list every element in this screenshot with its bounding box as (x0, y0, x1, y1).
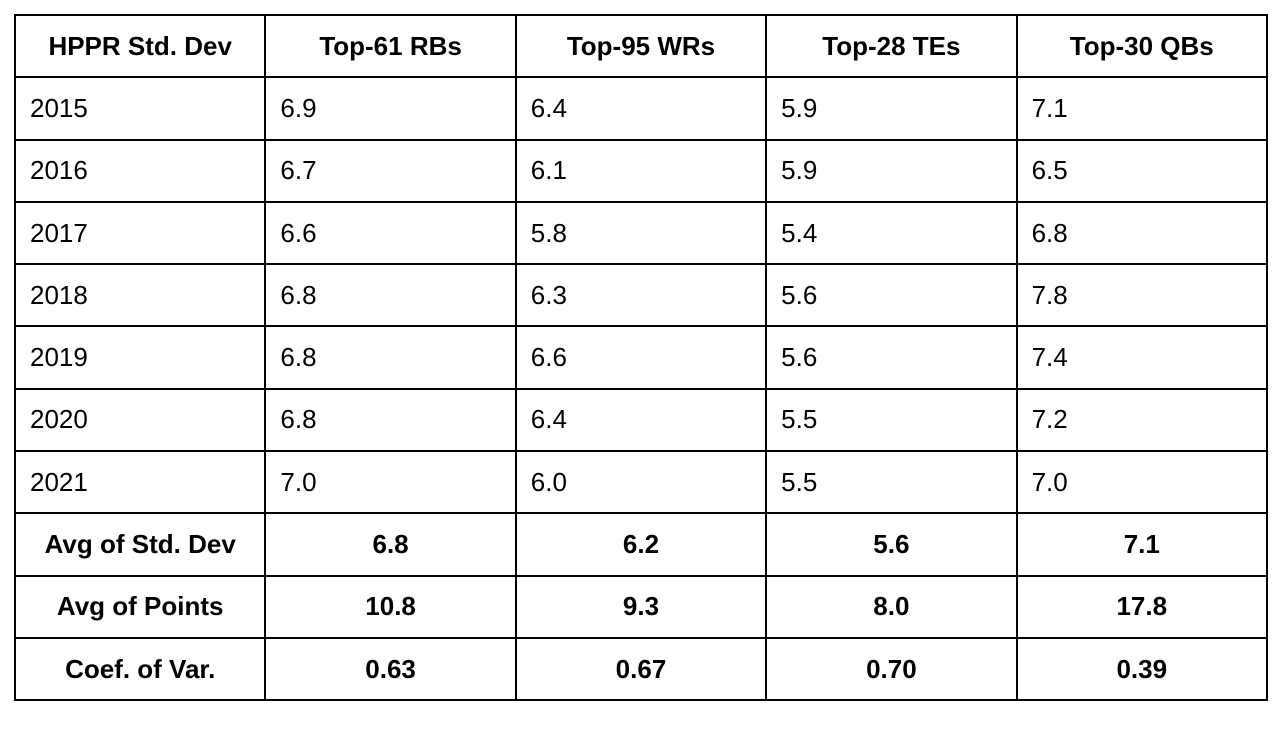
table-cell: 2018 (13, 263, 267, 328)
summary-cell: 0.67 (514, 636, 768, 702)
table-cell: 2019 (13, 325, 267, 390)
table-cell: 2021 (13, 450, 267, 515)
header-cell: Top-61 RBs (264, 13, 517, 79)
table-cell: 2016 (13, 138, 267, 203)
table-cell: 6.8 (264, 263, 517, 328)
header-cell: Top-28 TEs (765, 13, 1018, 79)
table-cell: 5.9 (765, 138, 1018, 203)
summary-cell: 0.39 (1015, 636, 1269, 702)
table-cell: 6.0 (514, 450, 768, 515)
table-row: 2020 6.8 6.4 5.5 7.2 (13, 387, 1269, 453)
summary-cell: 17.8 (1015, 574, 1269, 639)
table-cell: 6.8 (1015, 200, 1269, 266)
table-cell: 6.4 (514, 387, 768, 453)
table-cell: 6.8 (264, 387, 517, 453)
summary-cell: 8.0 (765, 574, 1018, 639)
stats-table: HPPR Std. Dev Top-61 RBs Top-95 WRs Top-28 … (13, 13, 1269, 702)
summary-cell: 6.8 (264, 512, 517, 577)
header-cell: HPPR Std. Dev (13, 13, 267, 79)
table-cell: 6.3 (514, 263, 768, 328)
summary-cell: 0.70 (765, 636, 1018, 702)
summary-cell: Coef. of Var. (13, 636, 267, 702)
table-row: 2018 6.8 6.3 5.6 7.8 (13, 263, 1269, 328)
table-cell: 5.9 (765, 76, 1018, 141)
summary-cell: 9.3 (514, 574, 768, 639)
table-row: Avg of Std. Dev 6.8 6.2 5.6 7.1 (13, 512, 1269, 577)
table-cell: 7.4 (1015, 325, 1269, 390)
table-cell: 5.5 (765, 450, 1018, 515)
table-cell: 7.0 (1015, 450, 1269, 515)
table-cell: 7.0 (264, 450, 517, 515)
table-cell: 2020 (13, 387, 267, 453)
table-cell: 6.8 (264, 325, 517, 390)
table-cell: 6.6 (264, 200, 517, 266)
summary-cell: 0.63 (264, 636, 517, 702)
header-cell: Top-30 QBs (1015, 13, 1269, 79)
header-cell: Top-95 WRs (514, 13, 768, 79)
table-cell: 2015 (13, 76, 267, 141)
table-cell: 7.8 (1015, 263, 1269, 328)
table-row: 2017 6.6 5.8 5.4 6.8 (13, 200, 1269, 266)
table-cell: 5.8 (514, 200, 768, 266)
table-cell: 6.5 (1015, 138, 1269, 203)
summary-cell: 10.8 (264, 574, 517, 639)
table-cell: 6.9 (264, 76, 517, 141)
table-cell: 2017 (13, 200, 267, 266)
table-row: HPPR Std. Dev Top-61 RBs Top-95 WRs Top-28 … (13, 13, 1269, 79)
table-row: Avg of Points 10.8 9.3 8.0 17.8 (13, 574, 1269, 639)
table-cell: 5.5 (765, 387, 1018, 453)
table-cell: 6.1 (514, 138, 768, 203)
summary-cell: 7.1 (1015, 512, 1269, 577)
table-row: 2021 7.0 6.0 5.5 7.0 (13, 450, 1269, 515)
summary-cell: 6.2 (514, 512, 768, 577)
table-cell: 6.4 (514, 76, 768, 141)
summary-cell: 5.6 (765, 512, 1018, 577)
table-row: 2015 6.9 6.4 5.9 7.1 (13, 76, 1269, 141)
table-cell: 5.4 (765, 200, 1018, 266)
table-cell: 6.6 (514, 325, 768, 390)
summary-cell: Avg of Std. Dev (13, 512, 267, 577)
table-cell: 7.2 (1015, 387, 1269, 453)
table-cell: 5.6 (765, 325, 1018, 390)
table-row: Coef. of Var. 0.63 0.67 0.70 0.39 (13, 636, 1269, 702)
table-cell: 5.6 (765, 263, 1018, 328)
table-row: 2019 6.8 6.6 5.6 7.4 (13, 325, 1269, 390)
table-row: 2016 6.7 6.1 5.9 6.5 (13, 138, 1269, 203)
table-cell: 7.1 (1015, 76, 1269, 141)
summary-cell: Avg of Points (13, 574, 267, 639)
table-cell: 6.7 (264, 138, 517, 203)
